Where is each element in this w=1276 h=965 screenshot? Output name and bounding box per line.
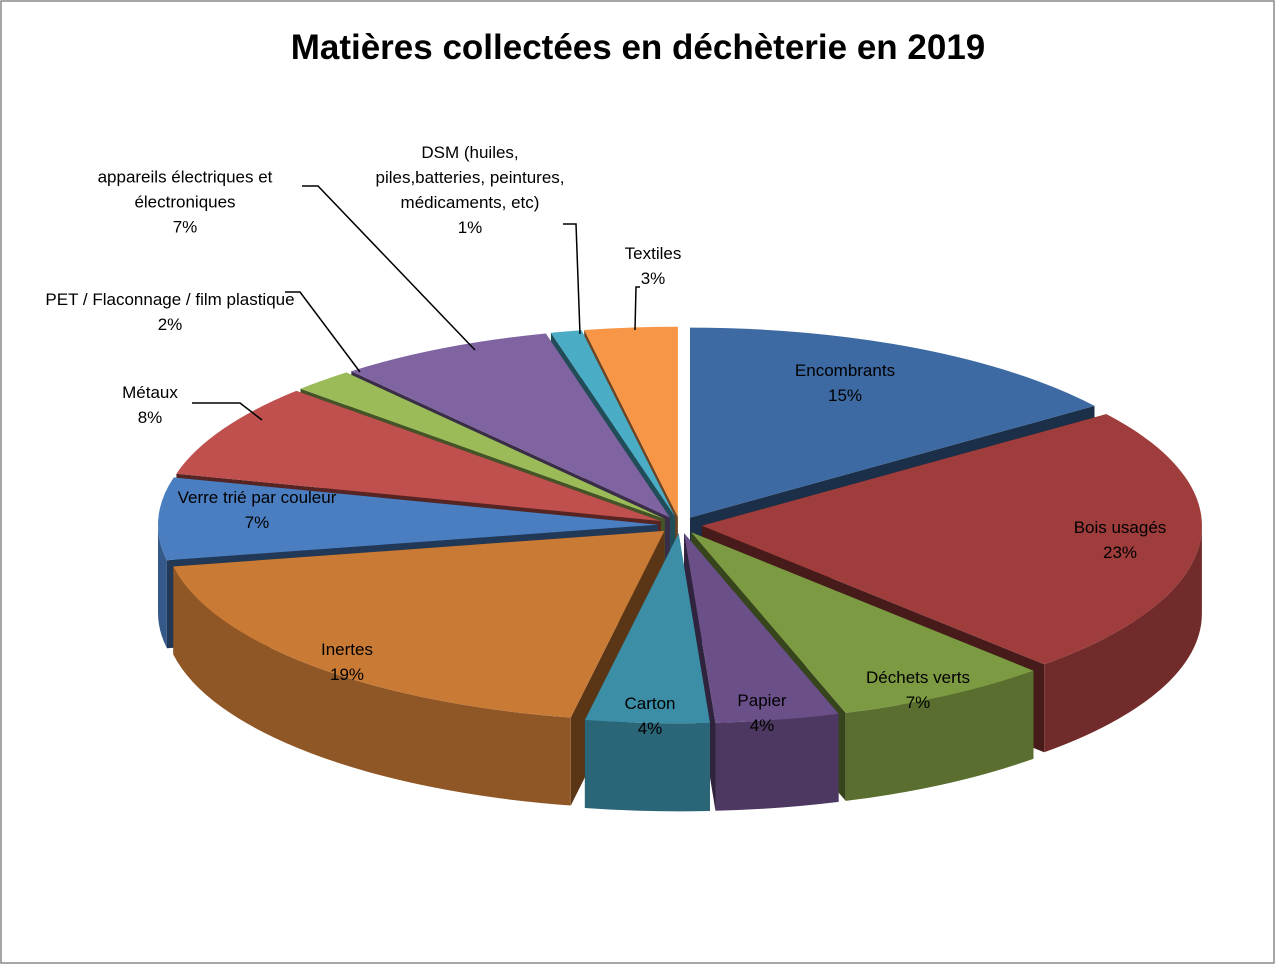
slice-side	[173, 566, 571, 806]
slice	[584, 533, 710, 724]
chart-title: Matières collectées en déchèterie en 201…	[290, 28, 986, 67]
category-label: Bois usagés	[1073, 518, 1167, 537]
slice	[176, 390, 661, 521]
slice	[158, 477, 658, 561]
slice-label: Déchets verts 7%	[818, 665, 1018, 715]
slice-label: appareils électriques et électroniques 7%	[55, 165, 315, 240]
slice	[173, 530, 665, 718]
slice-label: Textiles 3%	[593, 241, 713, 291]
value-label: 4%	[749, 716, 775, 735]
category-label: Déchets verts	[866, 668, 970, 687]
slice	[300, 372, 665, 519]
slice	[684, 533, 839, 723]
slice-label: PET / Flaconnage / film plastique 2%	[45, 287, 295, 337]
slice-side	[715, 713, 839, 811]
leader-line	[302, 185, 476, 351]
value-label: 7%	[244, 513, 270, 532]
value-label: 1%	[457, 218, 483, 237]
category-label: PET / Flaconnage / film plastique	[45, 290, 295, 309]
slice-side	[845, 670, 1034, 801]
slice-side	[158, 524, 167, 649]
category-label: Inertes	[321, 640, 373, 659]
slice	[701, 414, 1202, 665]
value-label: 23%	[1102, 543, 1138, 562]
slice	[690, 327, 1095, 518]
slice-side	[584, 720, 710, 812]
value-label: 15%	[827, 386, 863, 405]
category-label: appareils électriques et électroniques	[97, 167, 273, 212]
slice	[584, 326, 678, 517]
slice-label: Carton 4%	[590, 691, 710, 741]
slice-label: Encombrants 15%	[745, 358, 945, 408]
value-label: 7%	[172, 217, 198, 237]
slice	[351, 333, 670, 518]
leader-line	[192, 402, 263, 421]
category-label: Verre trié par couleur	[177, 488, 337, 507]
category-label: Papier	[737, 691, 787, 710]
category-label: Métaux	[122, 383, 178, 402]
leader-line	[285, 291, 361, 373]
category-label: Carton	[624, 694, 676, 713]
value-label: 3%	[640, 269, 666, 288]
value-label: 7%	[905, 693, 931, 712]
leader-line	[634, 286, 640, 331]
slice-label: DSM (huiles, piles,batteries, peintures,…	[375, 140, 565, 240]
value-label: 2%	[157, 315, 183, 334]
slice-label: Inertes 19%	[247, 637, 447, 687]
slice	[691, 532, 1034, 713]
leader-line	[563, 223, 581, 335]
category-label: Textiles	[624, 244, 682, 263]
slice	[550, 330, 676, 517]
value-label: 19%	[329, 665, 365, 684]
slice-side	[1044, 525, 1202, 753]
slice-label: Papier 4%	[702, 688, 822, 738]
slice-label: Métaux 8%	[90, 380, 210, 430]
category-label: DSM (huiles, piles,batteries, peintures,…	[375, 143, 565, 212]
category-label: Encombrants	[794, 361, 896, 380]
value-label: 4%	[637, 719, 663, 738]
value-label: 8%	[137, 408, 163, 427]
slice-label: Bois usagés 23%	[1020, 515, 1220, 565]
slice-label: Verre trié par couleur 7%	[127, 485, 387, 535]
